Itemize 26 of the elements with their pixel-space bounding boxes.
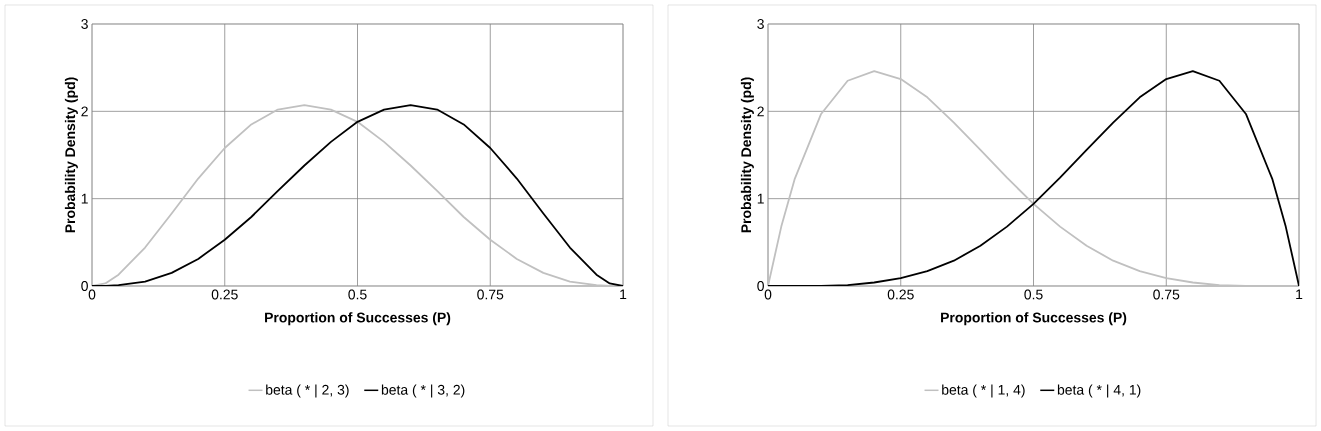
x-tick-label: 0.5 [348,289,367,300]
y-tick-label: 0 [757,281,764,291]
y-axis-title: Probability Density (pd) [740,77,754,233]
legend-label: beta ( * | 1, 4) [942,384,1025,398]
x-tick-label: 0.25 [887,289,914,300]
x-tick-label: 0.25 [211,289,238,300]
legend-label: beta ( * | 4, 1) [1057,384,1141,398]
legend-label: beta ( * | 2, 3) [266,384,349,398]
x-tick-label: 0 [764,289,772,300]
x-tick-label: 0.75 [1153,289,1180,300]
x-axis-title: Proportion of Successes (P) [941,312,1127,326]
y-tick-label: 2 [81,106,88,117]
y-tick-label: 3 [757,19,764,29]
x-tick-label: 0 [88,289,96,300]
y-tick-label: 0 [81,281,88,291]
x-tick-label: 1 [620,289,627,300]
x-axis-title: Proportion of Successes (P) [265,312,451,326]
x-tick-label: 1 [1296,289,1303,300]
y-tick-label: 2 [757,106,764,117]
legend-label: beta ( * | 3, 2) [381,384,465,398]
x-tick-label: 0.5 [1024,289,1043,300]
y-axis-title: Probability Density (pd) [64,77,78,233]
y-tick-label: 3 [81,19,88,29]
y-tick-label: 1 [81,193,88,204]
x-tick-label: 0.75 [477,289,504,300]
y-tick-label: 1 [757,193,764,204]
